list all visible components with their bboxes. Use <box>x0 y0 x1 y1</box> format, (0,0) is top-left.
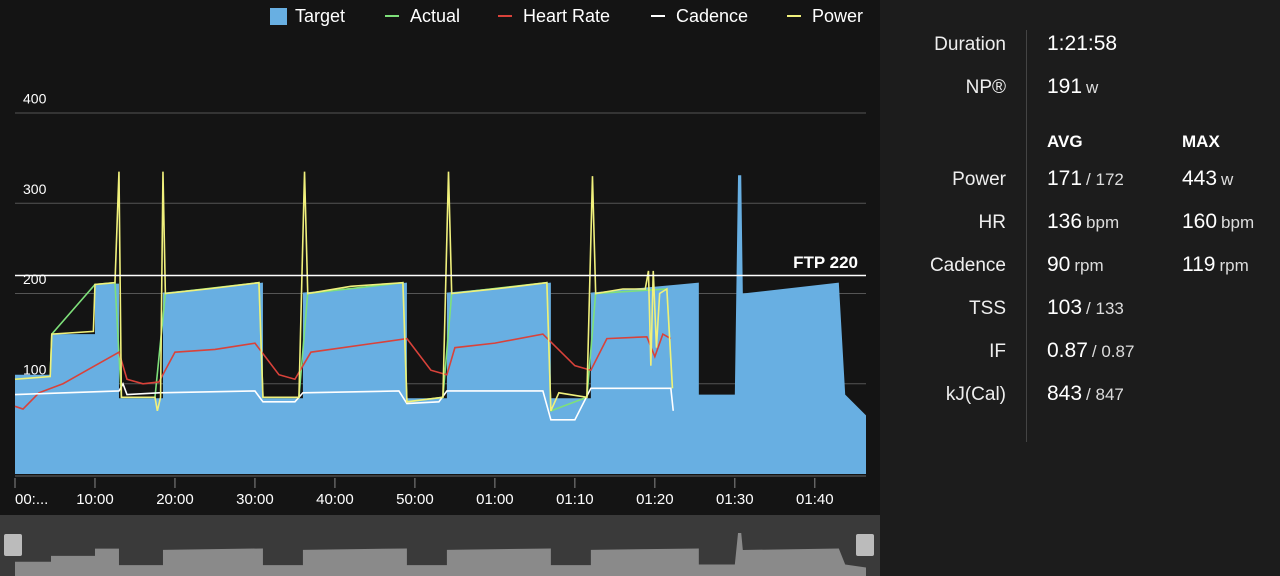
stat-value: 0.87/ 0.87 <box>1047 339 1134 363</box>
legend-label: Power <box>812 6 863 26</box>
legend-swatch <box>270 8 287 25</box>
x-tick-label: 01:20 <box>636 491 674 508</box>
navigator[interactable] <box>15 532 866 576</box>
stat-label: HR <box>978 212 1006 233</box>
np-unit: w <box>1086 78 1099 97</box>
stat-value: 90 rpm <box>1047 253 1104 277</box>
stat-number: 843 <box>1047 382 1083 405</box>
y-tick-label: 400 <box>23 91 47 107</box>
stat-value: 119 rpm <box>1182 253 1249 277</box>
stat-value: 443 w <box>1182 167 1233 191</box>
stat-unit: rpm <box>1219 256 1249 275</box>
x-tick-label: 10:00 <box>76 491 114 508</box>
stat-unit: / 133 <box>1086 299 1124 318</box>
stat-unit: rpm <box>1074 256 1104 275</box>
stat-number: 90 <box>1047 253 1071 276</box>
stat-value: 191 w <box>1047 75 1098 99</box>
legend-label: Target <box>295 6 345 26</box>
stat-label: Duration <box>934 34 1006 55</box>
series-line <box>14 381 675 421</box>
nav-handle-right[interactable] <box>856 534 874 556</box>
stat-label: IF <box>989 341 1006 362</box>
stat-number: 119 <box>1182 253 1216 276</box>
y-tick-label: 100 <box>23 361 47 377</box>
x-tick-label: 40:00 <box>316 491 354 508</box>
legend: Target Actual Heart Rate Cadence Power <box>270 6 863 26</box>
stat-unit: bpm <box>1221 213 1255 232</box>
stat-label: Cadence <box>929 255 1006 276</box>
navigator-area <box>15 532 866 576</box>
stat-number: 136 <box>1047 210 1083 233</box>
stat-value: 1:21:58 <box>1047 32 1118 55</box>
stat-number: 443 <box>1182 167 1218 190</box>
stat-value: 843/ 847 <box>1047 382 1124 406</box>
series-line <box>14 171 674 412</box>
stat-label: TSS <box>969 298 1006 319</box>
x-tick-label: 50:00 <box>396 491 434 508</box>
np-value: 191 <box>1047 75 1083 98</box>
stat-unit: / 847 <box>1086 385 1124 404</box>
stat-unit: w <box>1221 170 1234 189</box>
chart: 100 200 300 400 FTP 220 00:... 10:00 20:00 30:00… <box>0 0 880 576</box>
stat-label: kJ(Cal) <box>945 384 1006 405</box>
divider <box>1026 30 1027 442</box>
target-area <box>15 175 866 474</box>
legend-label: Actual <box>410 6 460 26</box>
stat-label: Power <box>952 169 1006 190</box>
y-tick-label: 300 <box>23 181 47 197</box>
x-tick-label: 00:... <box>15 491 48 508</box>
nav-handle-left[interactable] <box>4 534 22 556</box>
stat-number: 171 <box>1047 167 1083 190</box>
legend-label: Cadence <box>676 6 748 26</box>
stat-unit: bpm <box>1086 213 1120 232</box>
stat-value: 171/ 172 <box>1047 167 1124 191</box>
x-tick-label: 01:00 <box>476 491 514 508</box>
stats-panel: Duration 1:21:58 NP® 191 w AVG MAX Power 1… <box>880 0 1280 576</box>
stat-value: 103/ 133 <box>1047 296 1124 320</box>
y-tick-label: 200 <box>23 271 47 287</box>
stat-unit: / 0.87 <box>1091 342 1135 361</box>
chart-bg <box>0 0 880 576</box>
column-header: AVG <box>1047 132 1083 151</box>
stat-label: NP® <box>965 77 1006 98</box>
stat-unit: / 172 <box>1086 170 1124 189</box>
column-header: MAX <box>1182 132 1220 151</box>
stat-number: 103 <box>1047 296 1083 319</box>
x-tick-label: 30:00 <box>236 491 274 508</box>
legend-label: Heart Rate <box>523 6 610 26</box>
ftp-label: FTP 220 <box>793 253 858 272</box>
plot: 100 200 300 400 FTP 220 00:... 10:00 20:00 30:00… <box>14 91 866 508</box>
stat-number: 0.87 <box>1047 339 1088 362</box>
x-tick-label: 01:10 <box>556 491 594 508</box>
stat-number: 160 <box>1182 210 1218 233</box>
x-tick-label: 20:00 <box>156 491 194 508</box>
x-tick-label: 01:30 <box>716 491 754 508</box>
stat-value: 160 bpm <box>1182 210 1254 234</box>
x-tick-label: 01:40 <box>796 491 834 508</box>
stat-value: 136 bpm <box>1047 210 1119 234</box>
series-line <box>14 332 672 410</box>
